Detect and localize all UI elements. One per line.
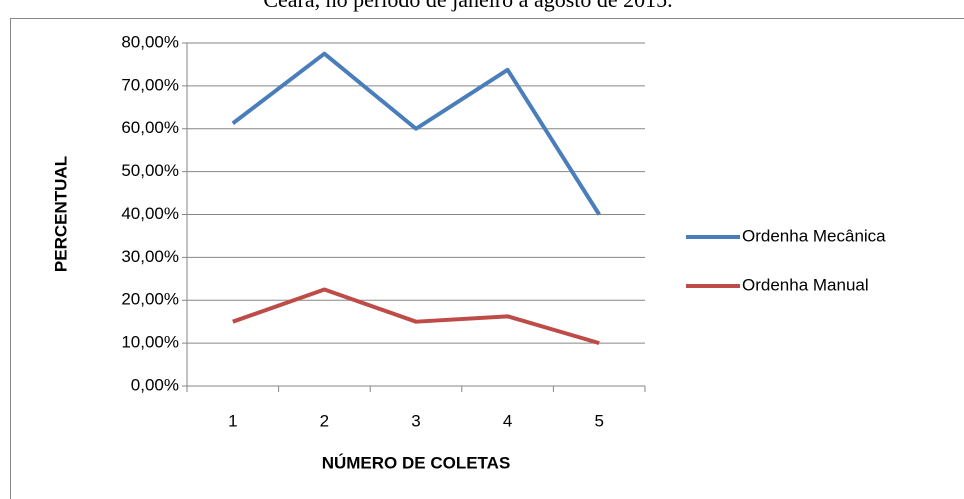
chart-border xyxy=(10,18,964,499)
legend-label: Ordenha Manual xyxy=(742,275,869,294)
y-axis-label: PERCENTUAL xyxy=(51,156,70,272)
y-tick-label: 10,00% xyxy=(121,333,179,352)
y-tick-label: 80,00% xyxy=(121,32,179,51)
y-tick-label: 0,00% xyxy=(131,375,179,394)
series-line xyxy=(232,287,600,346)
y-tick-label: 70,00% xyxy=(121,75,179,94)
x-tick-label: 2 xyxy=(320,411,329,430)
x-tick-label: 5 xyxy=(594,411,603,430)
x-tick-label: 4 xyxy=(503,411,512,430)
y-tick-label: 50,00% xyxy=(121,161,179,180)
caption: Ceará, no período de janeiro a agosto de… xyxy=(263,0,672,12)
y-tick-label: 40,00% xyxy=(121,204,179,223)
series-line xyxy=(231,51,601,216)
x-axis-label: NÚMERO DE COLETAS xyxy=(322,453,511,472)
x-tick-label: 1 xyxy=(228,411,237,430)
y-tick-label: 30,00% xyxy=(121,247,179,266)
x-tick-label: 3 xyxy=(411,411,420,430)
y-tick-label: 60,00% xyxy=(121,118,179,137)
y-tick-label: 20,00% xyxy=(121,290,179,309)
legend-label: Ordenha Mecânica xyxy=(742,226,886,245)
